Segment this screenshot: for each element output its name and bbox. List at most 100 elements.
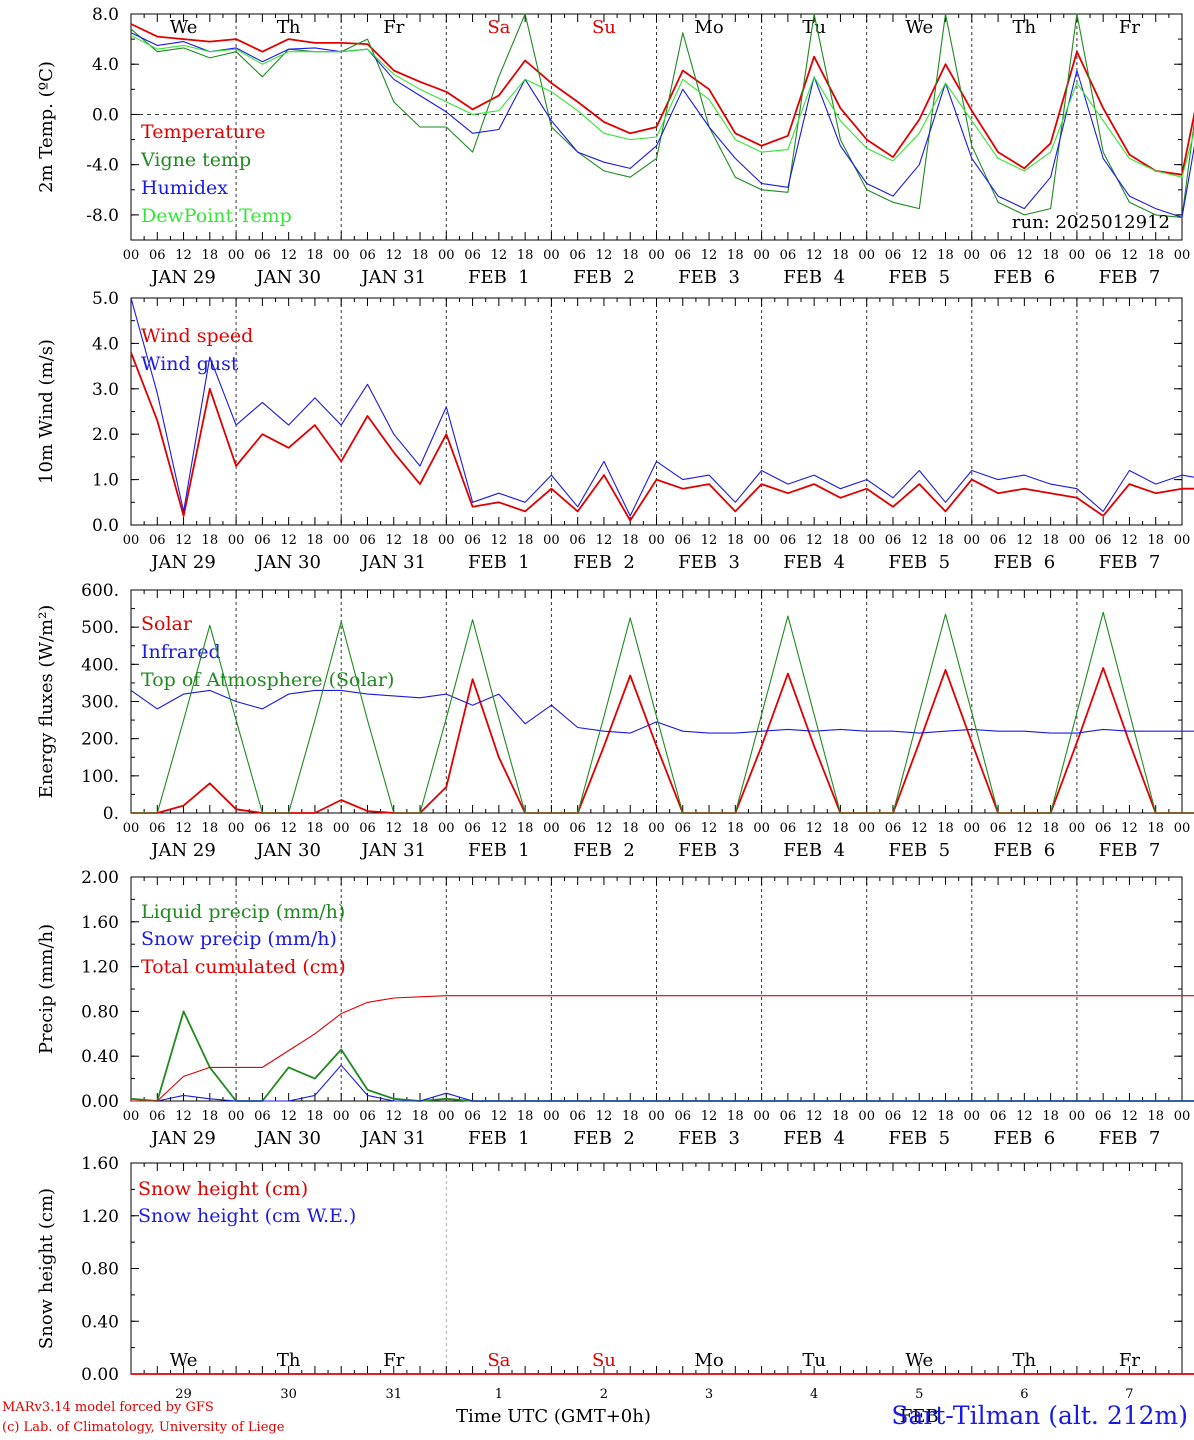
hour-tick-label: 00 — [438, 1109, 455, 1124]
hour-tick-label: 12 — [701, 248, 718, 263]
date-label: FEB 5 — [888, 840, 950, 861]
y-tick-label: 100. — [81, 767, 119, 787]
hour-tick-label: 06 — [990, 248, 1007, 263]
y-tick-label: 1.20 — [81, 958, 119, 978]
hour-tick-label: 18 — [622, 1109, 639, 1124]
y-tick-label: 2.0 — [92, 425, 119, 445]
hour-tick-label: 06 — [1095, 248, 1112, 263]
hour-tick-label: 00 — [753, 821, 770, 836]
hour-tick-label: 00 — [753, 248, 770, 263]
hour-tick-label: 18 — [727, 821, 744, 836]
legend-entry: Wind speed — [141, 325, 253, 347]
y-axis-label: 10m Wind (m/s) — [36, 339, 57, 484]
hour-tick-label: 18 — [202, 1109, 219, 1124]
date-label: FEB 3 — [678, 267, 740, 288]
weekday-label: Th — [277, 1350, 301, 1371]
date-label: JAN 29 — [149, 552, 216, 573]
hour-tick-label: 00 — [1174, 248, 1191, 263]
credit-model: MARv3.14 model forced by GFS — [2, 1400, 214, 1415]
hour-tick-label: 12 — [806, 821, 823, 836]
date-label: JAN 30 — [254, 1128, 321, 1149]
legend-entry: Snow height (cm W.E.) — [138, 1205, 356, 1227]
y-tick-label: 0.00 — [81, 1365, 119, 1385]
hour-tick-label: 00 — [753, 533, 770, 548]
hour-tick-label: 18 — [622, 248, 639, 263]
legend-entry: DewPoint Temp — [141, 205, 292, 227]
hour-tick-label: 00 — [228, 821, 245, 836]
date-label: FEB 2 — [573, 1128, 635, 1149]
hour-tick-label: 18 — [832, 1109, 849, 1124]
weekday-label: Su — [592, 17, 616, 38]
y-tick-label: -4.0 — [86, 156, 119, 176]
date-label: FEB 4 — [783, 840, 845, 861]
hour-tick-label: 06 — [780, 821, 797, 836]
hour-tick-label: 00 — [648, 533, 665, 548]
panel-5: 1.60 1.20 0.80 0.40 0.00 Snow height (cm) We Th… — [36, 1154, 1194, 1427]
hour-tick-label: 18 — [307, 821, 324, 836]
hour-tick-label: 18 — [307, 1109, 324, 1124]
hour-tick-label: 12 — [806, 533, 823, 548]
hour-tick-label: 00 — [228, 1109, 245, 1124]
x-axis-label: Time UTC (GMT+0h) — [456, 1406, 651, 1427]
hour-tick-label: 12 — [491, 533, 508, 548]
y-tick-label: 200. — [81, 730, 119, 750]
hour-tick-label: 18 — [1147, 821, 1164, 836]
hour-tick-label: 18 — [307, 533, 324, 548]
y-tick-label: 0.80 — [81, 1002, 119, 1022]
weekday-label: Fr — [383, 1350, 404, 1371]
date-label: FEB 5 — [888, 552, 950, 573]
date-label: FEB 2 — [573, 267, 635, 288]
hour-tick-label: 06 — [1095, 821, 1112, 836]
hour-tick-label: 06 — [359, 1109, 376, 1124]
hour-tick-label: 12 — [385, 1109, 402, 1124]
date-label: FEB 1 — [468, 552, 530, 573]
y-tick-label: 1.0 — [92, 471, 119, 491]
hour-tick-label: 18 — [622, 821, 639, 836]
y-tick-label: 300. — [81, 693, 119, 713]
weekday-label: We — [905, 17, 933, 38]
legend-entry: Infrared — [141, 641, 221, 663]
hour-tick-label: 00 — [858, 248, 875, 263]
hour-tick-label: 12 — [280, 821, 297, 836]
day-number-label: 2 — [600, 1387, 608, 1402]
legend-entry: Wind gust — [141, 353, 239, 375]
legend-entry: Liquid precip (mm/h) — [141, 901, 345, 923]
hour-tick-label: 06 — [254, 533, 271, 548]
hour-tick-label: 00 — [964, 248, 981, 263]
y-tick-label: 8.0 — [92, 5, 119, 25]
hour-tick-label: 00 — [333, 1109, 350, 1124]
y-tick-label: 1.20 — [81, 1207, 119, 1227]
hour-tick-label: 00 — [438, 821, 455, 836]
hour-tick-label: 06 — [569, 821, 586, 836]
y-tick-label: 5.0 — [92, 289, 119, 309]
hour-tick-label: 18 — [1147, 533, 1164, 548]
date-label: FEB 2 — [573, 840, 635, 861]
hour-tick-label: 06 — [254, 1109, 271, 1124]
day-number-label: 30 — [280, 1387, 297, 1402]
hour-tick-label: 00 — [543, 1109, 560, 1124]
date-label: FEB 7 — [1099, 267, 1161, 288]
weekday-label: Mo — [694, 1350, 723, 1371]
hour-tick-label: 06 — [359, 821, 376, 836]
weekday-label: Th — [1013, 1350, 1037, 1371]
panel-2: 5.0 4.0 3.0 2.0 1.0 0.0 10m Wind (m/s) 00 06 12 18… — [36, 289, 1194, 573]
hour-tick-label: 06 — [1095, 533, 1112, 548]
series-line-1-4 — [130, 34, 1194, 178]
weekday-label: Th — [277, 17, 301, 38]
hour-tick-label: 00 — [648, 821, 665, 836]
hour-tick-label: 06 — [780, 533, 797, 548]
series-line-5-1 — [131, 1373, 1194, 1375]
date-label: FEB 3 — [678, 1128, 740, 1149]
hour-tick-label: 00 — [543, 821, 560, 836]
date-label: JAN 30 — [254, 552, 321, 573]
date-label: JAN 31 — [359, 267, 426, 288]
hour-tick-label: 00 — [1174, 821, 1191, 836]
hour-tick-label: 12 — [596, 533, 613, 548]
date-label: FEB 6 — [993, 552, 1055, 573]
hour-tick-label: 18 — [727, 248, 744, 263]
series-line-3-3 — [131, 611, 1194, 814]
hour-tick-label: 12 — [280, 248, 297, 263]
hour-tick-label: 00 — [858, 533, 875, 548]
hour-tick-label: 12 — [911, 533, 928, 548]
hour-tick-label: 06 — [569, 248, 586, 263]
